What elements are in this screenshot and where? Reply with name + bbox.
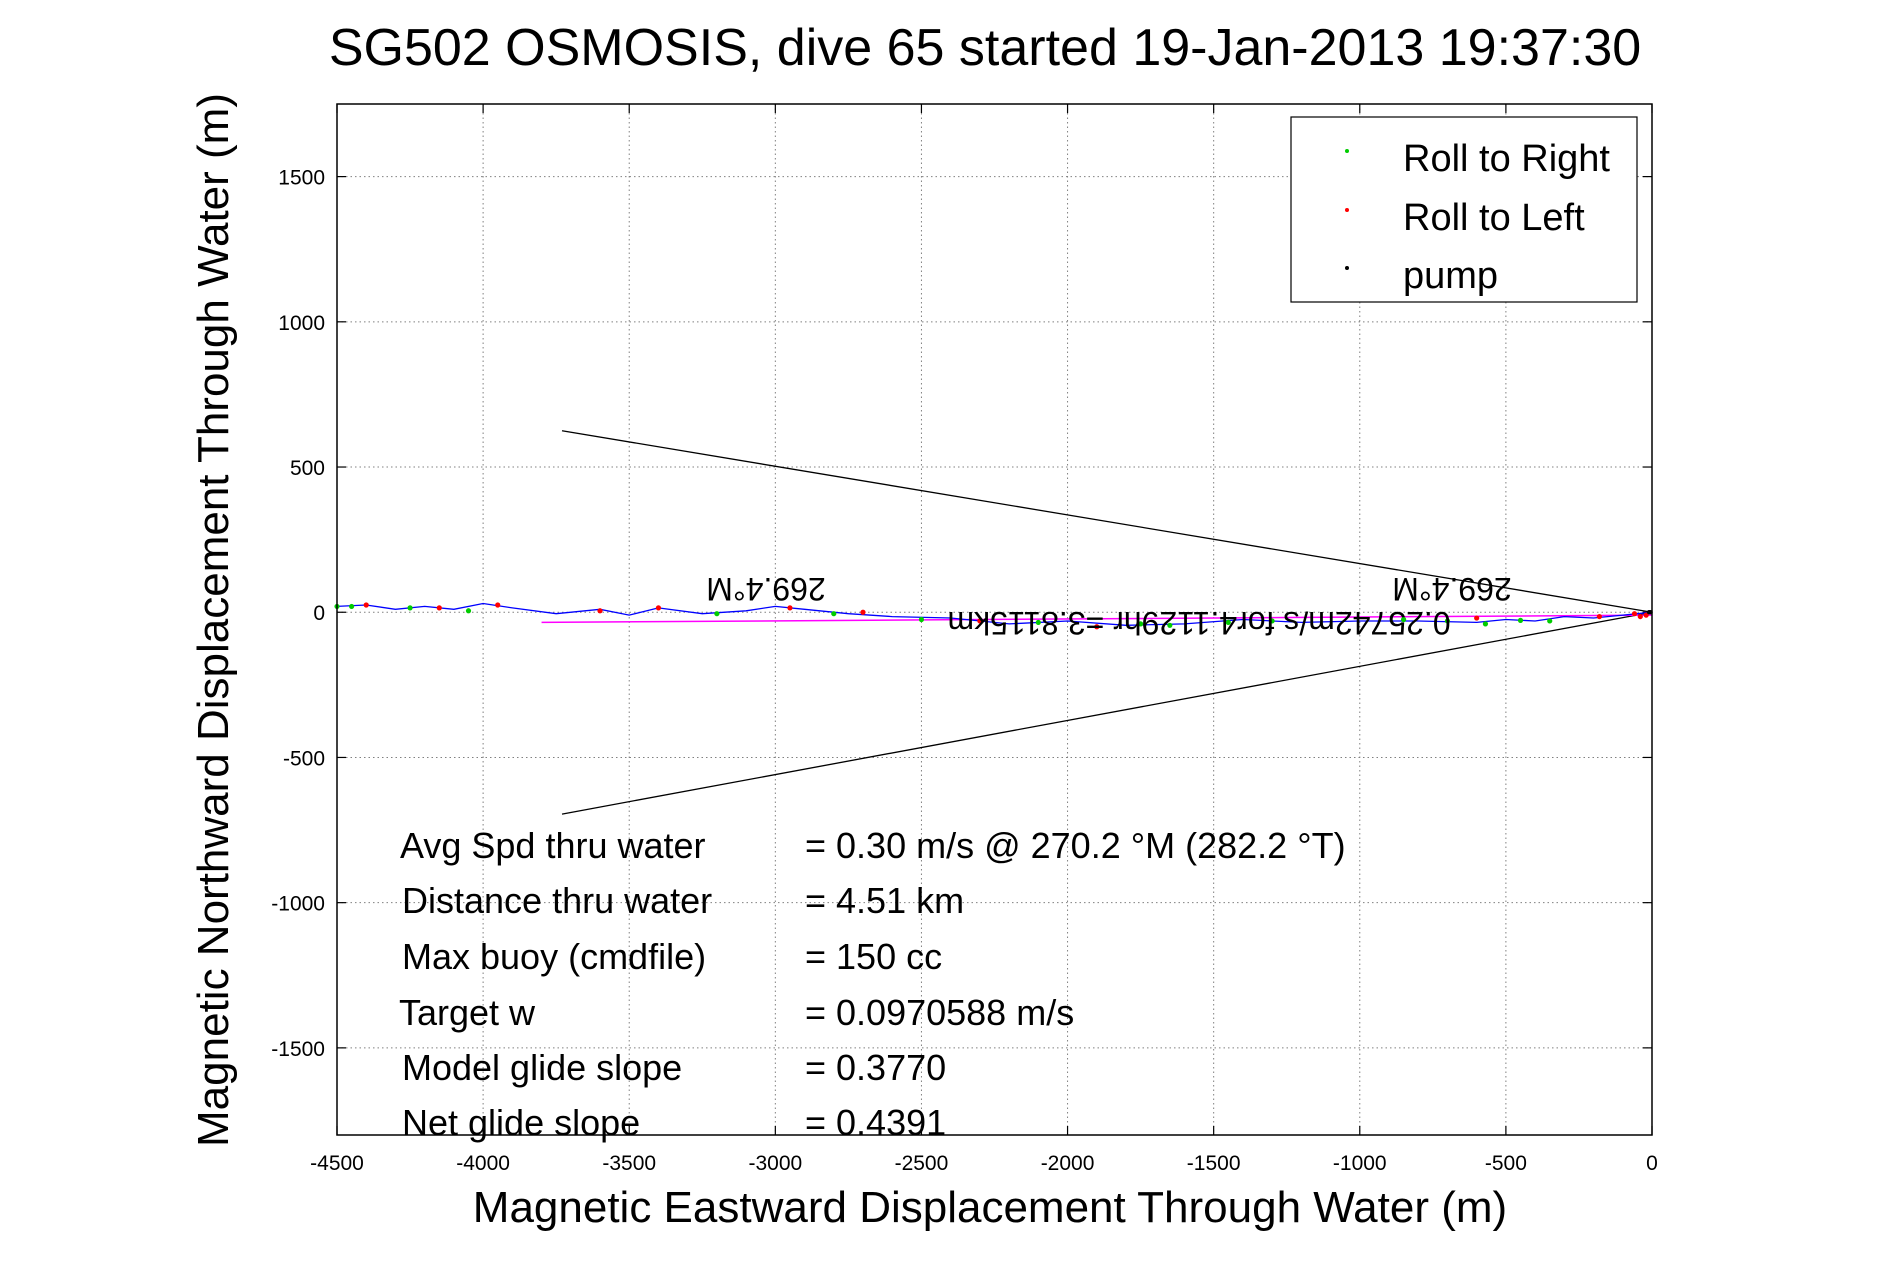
legend-marker-roll-right [1345,149,1349,153]
roll-left-point [655,605,662,611]
roll-right-point [831,611,837,617]
roll-left-point [1637,613,1643,620]
legend: Roll to Right Roll to Left pump [1290,116,1638,303]
legend-label-roll-right: Roll to Right [1403,138,1610,180]
roll-left-point [1596,613,1602,620]
roll-left-point [1643,612,1649,618]
roll-right-point [1444,618,1451,624]
y-tick-label: -1000 [271,893,325,916]
stat-value-model-glide: = 0.3770 [805,1047,946,1088]
x-tick-label: -4500 [310,1152,364,1175]
legend-label-roll-left: Roll to Left [1403,197,1585,239]
roll-left-point [787,605,793,611]
roll-right-point [1482,621,1489,627]
x-tick-label: -4000 [456,1152,510,1175]
x-tick-label: -1000 [1333,1152,1387,1175]
roll-right-point [1035,619,1041,626]
roll-right-point [1401,616,1407,623]
stat-value-distance: = 4.51 km [805,880,964,921]
roll-markers [334,602,1653,630]
legend-marker-roll-left [1345,208,1349,212]
y-axis-label: Magnetic Northward Displacement Through … [189,93,238,1147]
heading-label-left: 269.4°M [706,571,826,607]
pump-point [1646,610,1652,615]
roll-right-point [1547,618,1553,624]
roll-right-point [1269,618,1275,624]
roll-right-point [349,603,355,610]
roll-right-point [465,608,472,614]
x-tick-label: 0 [1646,1152,1658,1175]
stat-label-model-glide: Model glide slope [402,1047,682,1088]
roll-right-point [714,611,720,617]
roll-left-point [1474,615,1480,621]
stat-value-target-w: = 0.0970588 m/s [805,992,1074,1033]
axes-box [336,103,1653,1136]
legend-marker-pump [1345,266,1349,270]
stat-label-net-glide: Net glide slope [402,1102,640,1143]
stat-value-max-buoy: = 150 cc [805,936,942,977]
x-tick-label: -500 [1485,1152,1527,1175]
roll-left-point [977,618,983,624]
stat-label-distance: Distance thru water [402,880,712,921]
x-tick-label: -2500 [895,1152,949,1175]
segment-label: 0.25742m/s for4.1129hr =3.8115km [947,605,1450,641]
roll-left-point [860,609,866,615]
roll-left-point [1631,611,1638,617]
y-tick-label: 500 [290,457,325,480]
stat-label-max-buoy: Max buoy (cmdfile) [402,936,706,977]
y-tick-label: -1500 [271,1038,325,1061]
roll-right-point [1517,617,1524,623]
roll-left-point [363,602,369,608]
x-tick-label: -3500 [602,1152,656,1175]
tick-labels: -4500 -4000 -3500 -3000 -2500 -2000 -1500 -1000… [271,167,1658,1175]
x-tick-label: -2000 [1041,1152,1095,1175]
stat-value-net-glide: = 0.4391 [805,1102,946,1143]
heading-cone-line [561,611,1653,815]
roll-right-point [918,616,925,623]
roll-right-point [407,605,413,611]
track-line [336,602,1653,626]
roll-right-point [1138,621,1144,627]
roll-right-point [1167,622,1173,628]
chart-title: SG502 OSMOSIS, dive 65 started 19-Jan-20… [329,19,1641,77]
x-tick-label: -3000 [748,1152,802,1175]
legend-label-pump: pump [1403,255,1498,297]
roll-left-point [495,602,501,608]
roll-right-point [1225,619,1231,626]
projection-line [541,614,1653,624]
x-tick-label: -1500 [1187,1152,1241,1175]
y-tick-label: -500 [283,747,325,770]
y-tick-label: 1000 [278,312,325,335]
x-axis-label: Magnetic Eastward Displacement Through W… [473,1183,1507,1232]
stat-value-avg-speed: = 0.30 m/s @ 270.2 °M (282.2 °T) [805,825,1346,866]
y-tick-label: 1500 [278,167,325,190]
heading-label-right: 269.4°M [1392,571,1512,607]
y-tick-label: 0 [313,602,325,625]
stats-block: Avg Spd thru water = 0.30 m/s @ 270.2 °M… [399,825,1346,1143]
axis-ticks [336,104,1653,1135]
roll-left-point [436,605,442,611]
roll-left-point [1094,624,1100,630]
track-series [336,602,1653,626]
heading-cone-line [561,430,1653,613]
stat-label-target-w: Target w [399,992,536,1033]
stat-label-avg-speed: Avg Spd thru water [400,825,706,866]
heading-cone [561,430,1653,815]
roll-left-point [597,608,603,614]
